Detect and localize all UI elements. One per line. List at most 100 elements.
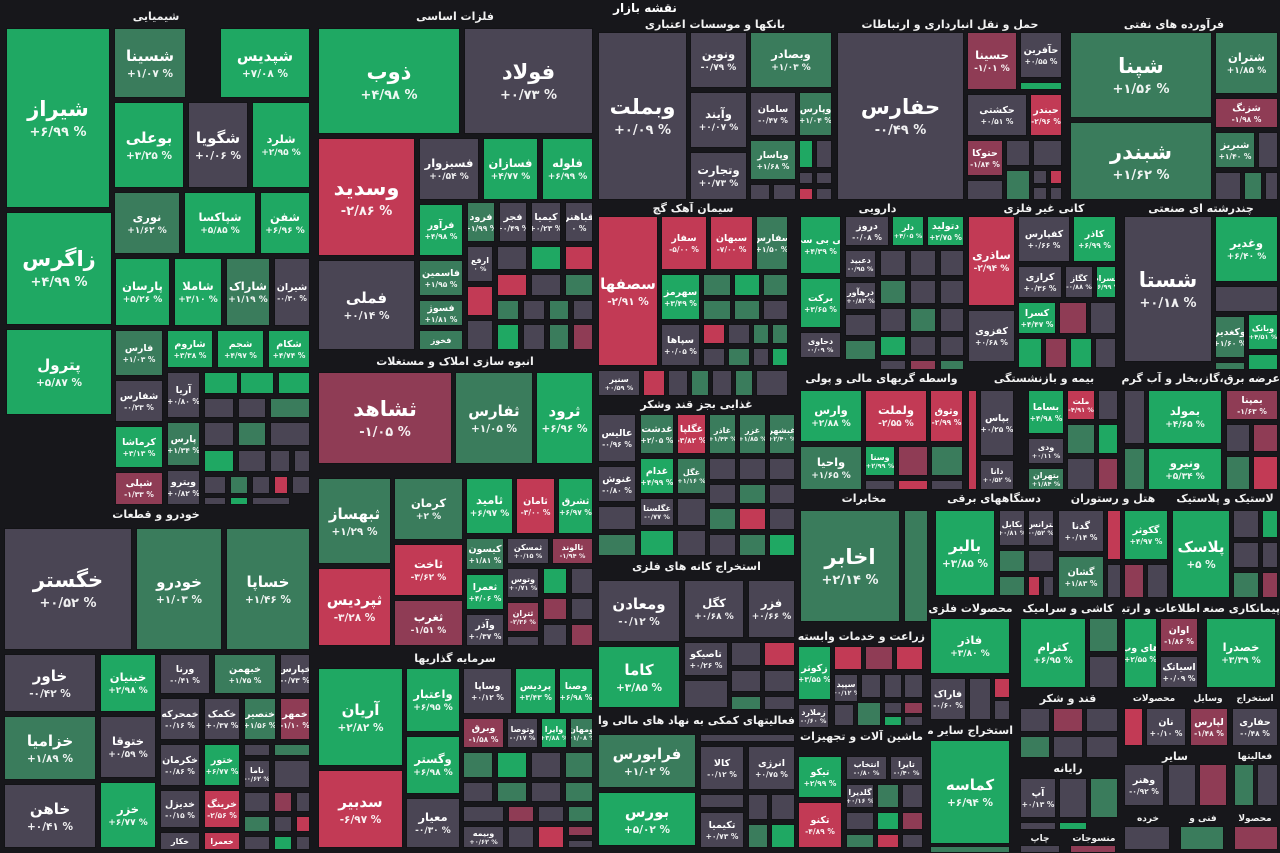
- stock-tile-small[interactable]: [816, 140, 832, 168]
- stock-tile[interactable]: ملت -۴/۹۱ %: [1067, 390, 1095, 420]
- stock-tile-small[interactable]: [1033, 140, 1062, 166]
- stock-tile[interactable]: خگستر +۰/۵۲ %: [4, 528, 132, 650]
- stock-tile-small[interactable]: [1098, 458, 1118, 490]
- stock-tile-small[interactable]: [969, 678, 991, 720]
- stock-tile-small[interactable]: [230, 497, 248, 505]
- stock-tile-small[interactable]: [764, 670, 795, 692]
- stock-tile[interactable]: وتجارت +۰/۷۳ %: [690, 152, 747, 200]
- stock-tile-small[interactable]: [910, 250, 936, 276]
- stock-tile[interactable]: فولاد +۰/۷۳ %: [464, 28, 593, 134]
- stock-tile[interactable]: شزنگ -۱/۹۸ %: [1215, 98, 1278, 128]
- stock-tile[interactable]: ثپردیس -۳/۲۸ %: [318, 568, 391, 646]
- stock-tile[interactable]: تایرا -۰/۴۰ %: [890, 756, 923, 780]
- stock-tile-small[interactable]: [865, 480, 895, 490]
- stock-tile-small[interactable]: [568, 840, 593, 848]
- stock-tile[interactable]: خاور -۰/۴۲ %: [4, 654, 96, 712]
- stock-tile-small[interactable]: [1199, 764, 1227, 806]
- stock-tile-small[interactable]: [1089, 656, 1118, 688]
- stock-tile[interactable]: فملی +۰/۱۴ %: [318, 260, 415, 350]
- stock-tile[interactable]: فسازان +۴/۷۷ %: [483, 138, 538, 200]
- stock-tile-small[interactable]: [463, 752, 493, 778]
- stock-tile[interactable]: فسبزوار +۰/۵۴ %: [419, 138, 479, 200]
- stock-tile[interactable]: شیراز +۶/۹۹ %: [6, 28, 110, 208]
- stock-tile[interactable]: وغدیر +۶/۴۰ %: [1215, 216, 1278, 282]
- stock-tile[interactable]: سبهان -۷/۰۰ %: [710, 216, 753, 270]
- stock-tile-small[interactable]: [1226, 456, 1250, 490]
- stock-tile[interactable]: ثامید +۶/۹۷ %: [466, 478, 513, 534]
- stock-tile[interactable]: خنصیر +۱/۵۶ %: [244, 698, 276, 740]
- stock-tile-small[interactable]: [565, 782, 593, 802]
- stock-tile-small[interactable]: [845, 314, 876, 336]
- stock-tile[interactable]: بکابل +۰/۸۱ %: [999, 510, 1025, 546]
- stock-tile-small[interactable]: [274, 744, 310, 756]
- stock-tile[interactable]: دروز -۰/۰۸ %: [845, 216, 889, 246]
- stock-tile-small[interactable]: [735, 370, 753, 396]
- stock-tile[interactable]: بالبر +۳/۸۵ %: [935, 510, 995, 596]
- stock-tile-small[interactable]: [771, 824, 795, 848]
- stock-tile-small[interactable]: [497, 300, 519, 320]
- stock-tile[interactable]: شجم +۴/۹۷ %: [217, 330, 264, 368]
- stock-tile[interactable]: وآذر +۰/۳۷ %: [466, 614, 504, 646]
- stock-tile[interactable]: حفارس -۰/۴۹ %: [837, 32, 964, 200]
- stock-tile[interactable]: شاروم +۳/۳۸ %: [167, 330, 213, 368]
- stock-tile-small[interactable]: [1020, 822, 1056, 830]
- stock-tile-small[interactable]: [573, 324, 593, 350]
- stock-tile-small[interactable]: [1043, 576, 1054, 596]
- stock-tile-small[interactable]: [799, 140, 813, 168]
- stock-tile[interactable]: انرژی +۰/۷۵ %: [748, 746, 795, 790]
- stock-tile-small[interactable]: [884, 716, 902, 726]
- stock-tile[interactable]: غبشهر +۲/۴۰ %: [769, 414, 795, 454]
- stock-tile[interactable]: زاگرس +۴/۹۹ %: [6, 212, 112, 325]
- stock-tile[interactable]: خاهن +۰/۴۱ %: [4, 784, 96, 848]
- stock-tile-small[interactable]: [598, 506, 636, 530]
- stock-tile[interactable]: شفارس -۰/۲۳ %: [115, 380, 163, 422]
- stock-tile[interactable]: شپدیس +۷/۰۸ %: [220, 28, 310, 98]
- stock-tile[interactable]: بورس +۵/۰۲ %: [598, 792, 696, 846]
- stock-tile[interactable]: فرابورس +۱/۰۲ %: [598, 734, 696, 788]
- stock-tile-small[interactable]: [771, 794, 795, 820]
- stock-tile[interactable]: نوری +۱/۶۲ %: [114, 192, 180, 254]
- stock-tile-small[interactable]: [523, 324, 545, 350]
- stock-tile-small[interactable]: [772, 348, 788, 366]
- stock-tile[interactable]: فارس +۱/۰۳ %: [115, 330, 163, 376]
- stock-tile[interactable]: فرآور +۴/۹۸ %: [419, 204, 463, 256]
- stock-tile[interactable]: کیسون +۱/۸۱ %: [466, 538, 504, 570]
- stock-tile[interactable]: ثبهساز +۱/۲۹ %: [318, 478, 391, 564]
- stock-tile-small[interactable]: [274, 760, 310, 788]
- stock-tile-small[interactable]: [799, 172, 813, 184]
- stock-tile-small[interactable]: [1033, 170, 1047, 184]
- stock-tile[interactable]: وبملت +۰/۰۹ %: [598, 32, 687, 200]
- stock-tile-small[interactable]: [1253, 456, 1278, 490]
- stock-tile-small[interactable]: [508, 826, 534, 848]
- stock-tile-small[interactable]: [1018, 338, 1042, 368]
- stock-tile-small[interactable]: [270, 450, 290, 472]
- stock-tile[interactable]: ارفع ۰ %: [467, 246, 493, 282]
- stock-tile-small[interactable]: [967, 180, 1003, 200]
- stock-tile[interactable]: سدبیر -۶/۹۷ %: [318, 770, 403, 848]
- stock-tile-small[interactable]: [1050, 187, 1062, 200]
- stock-tile-small[interactable]: [940, 280, 964, 304]
- stock-tile-small[interactable]: [880, 280, 906, 304]
- stock-tile[interactable]: فزر +۰/۶۶ %: [748, 580, 795, 638]
- stock-tile[interactable]: پترول +۵/۸۷ %: [6, 329, 112, 415]
- stock-tile[interactable]: وساپا +۰/۱۲ %: [463, 668, 512, 714]
- stock-tile[interactable]: وبیمه +۰/۶۲ %: [463, 826, 504, 848]
- stock-tile[interactable]: ونیرو +۵/۳۴ %: [1148, 448, 1222, 490]
- stock-tile[interactable]: بترانس -۰/۵۲ %: [1028, 510, 1054, 546]
- stock-tile-small[interactable]: [1244, 172, 1262, 200]
- stock-tile-small[interactable]: [549, 300, 569, 320]
- stock-tile[interactable]: بساما +۴/۹۸ %: [1028, 390, 1064, 434]
- stock-tile-small[interactable]: [1095, 338, 1116, 368]
- stock-tile-small[interactable]: [508, 806, 534, 822]
- stock-tile-small[interactable]: [709, 458, 736, 480]
- stock-tile[interactable]: فسوژ +۱/۸۱ %: [419, 300, 463, 326]
- stock-tile[interactable]: ثشرق +۶/۹۷ %: [558, 478, 593, 534]
- stock-tile-small[interactable]: [731, 696, 761, 710]
- stock-tile-small[interactable]: [930, 846, 1010, 853]
- stock-tile-small[interactable]: [497, 752, 527, 778]
- stock-tile-small[interactable]: [238, 422, 266, 446]
- stock-tile[interactable]: ومعادن -۰/۱۲ %: [598, 580, 680, 642]
- stock-tile[interactable]: وپاسار +۱/۶۸ %: [750, 140, 796, 180]
- stock-tile[interactable]: تکنو -۴/۸۹ %: [798, 802, 842, 848]
- stock-tile[interactable]: خبنیان +۲/۹۸ %: [100, 654, 156, 712]
